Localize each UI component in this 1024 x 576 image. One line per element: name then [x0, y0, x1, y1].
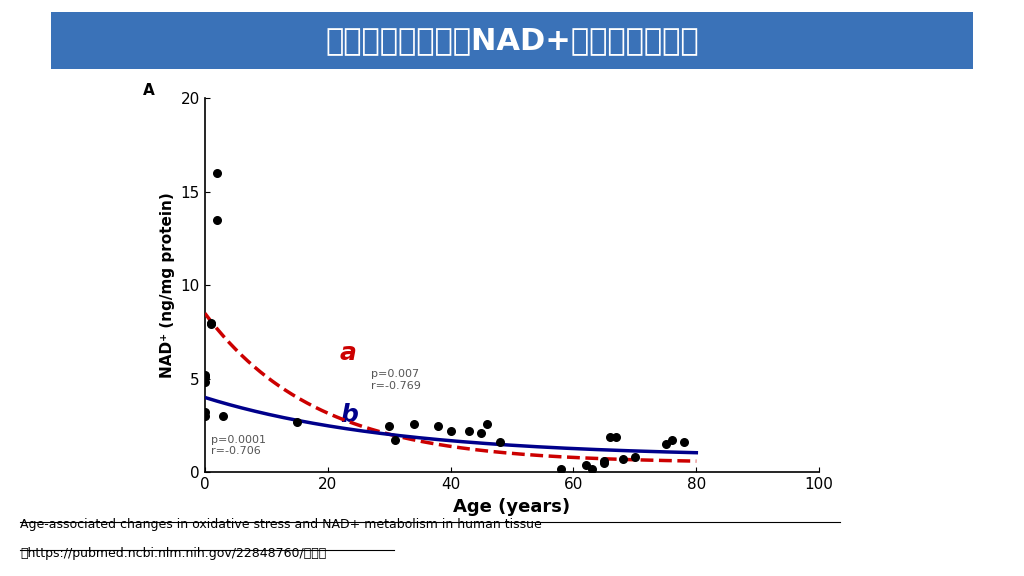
Point — [442, 426, 459, 435]
Point — [203, 320, 219, 329]
Point — [584, 464, 600, 473]
Point — [197, 378, 213, 387]
Point — [209, 215, 225, 224]
Point — [676, 438, 692, 447]
Point — [492, 438, 508, 447]
Point — [197, 411, 213, 420]
Point — [203, 318, 219, 327]
Text: （https://pubmed.ncbi.nlm.nih.gov/22848760/）より: （https://pubmed.ncbi.nlm.nih.gov/2284876… — [20, 547, 327, 560]
Point — [387, 436, 403, 445]
Point — [602, 432, 618, 441]
Y-axis label: NAD⁺ (ng/mg protein): NAD⁺ (ng/mg protein) — [160, 192, 175, 378]
Text: Age-associated changes in oxidative stress and NAD+ metabolism in human tissue: Age-associated changes in oxidative stre… — [20, 518, 543, 532]
Text: p=0.007
r=-0.769: p=0.007 r=-0.769 — [371, 369, 421, 391]
Point — [461, 426, 477, 435]
Point — [289, 417, 305, 426]
Point — [657, 439, 674, 449]
Point — [596, 456, 612, 465]
Point — [553, 464, 569, 473]
Text: p=0.0001
r=-0.706: p=0.0001 r=-0.706 — [211, 435, 266, 456]
Point — [627, 453, 643, 462]
Point — [664, 436, 680, 445]
Point — [381, 421, 397, 430]
FancyBboxPatch shape — [5, 9, 1019, 72]
Text: a: a — [340, 341, 356, 365]
Point — [479, 419, 496, 429]
Point — [596, 458, 612, 468]
Point — [473, 429, 489, 438]
Point — [197, 372, 213, 381]
Point — [430, 421, 446, 430]
Point — [578, 460, 594, 469]
Point — [406, 419, 422, 429]
Point — [215, 411, 231, 420]
Point — [614, 454, 631, 464]
Text: 加齢による体内のNAD+の減少について: 加齢による体内のNAD+の減少について — [326, 26, 698, 55]
Point — [197, 370, 213, 380]
X-axis label: Age (years): Age (years) — [454, 498, 570, 516]
Text: A: A — [143, 83, 155, 98]
Point — [197, 408, 213, 417]
Point — [209, 168, 225, 177]
Point — [608, 432, 625, 441]
Text: b: b — [340, 403, 357, 427]
